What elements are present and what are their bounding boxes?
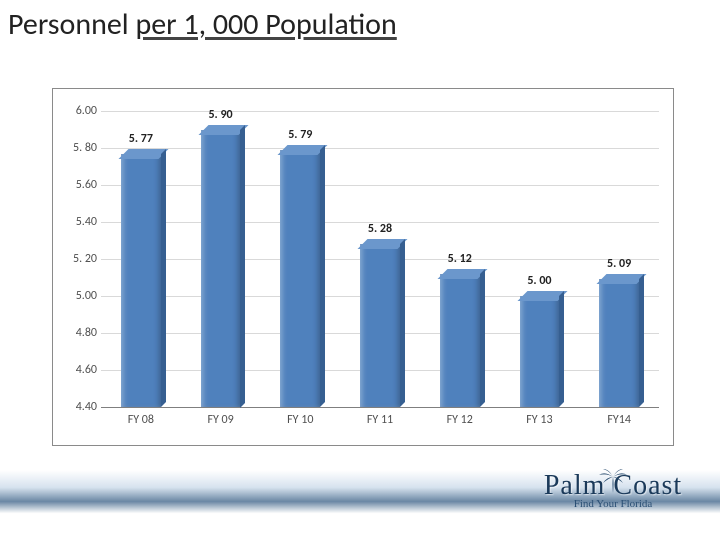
- palm-tree-icon: [599, 469, 627, 498]
- data-label: 5. 09: [589, 257, 649, 271]
- bar: [360, 244, 400, 407]
- bar-front: [280, 150, 320, 407]
- bar-front: [520, 296, 560, 407]
- y-axis-label: 5.40: [59, 215, 97, 229]
- title-underlined: per 1, 000 Population: [135, 6, 396, 43]
- bar-side: [559, 291, 564, 407]
- y-axis-label: 5.00: [59, 289, 97, 303]
- bar: [520, 296, 560, 407]
- bar-side: [320, 145, 325, 407]
- bar-front: [121, 154, 161, 407]
- title-plain: Personnel: [8, 6, 135, 43]
- bar-front: [360, 244, 400, 407]
- bar-front: [201, 130, 241, 408]
- bar-front: [440, 274, 480, 407]
- bar-side: [639, 274, 644, 407]
- data-label: 5. 77: [111, 132, 171, 146]
- page-title: Personnel per 1, 000 Population: [8, 6, 397, 43]
- x-axis-label: FY 11: [345, 413, 415, 427]
- x-axis-label: FY 13: [504, 413, 574, 427]
- bar-front: [599, 279, 639, 407]
- bar-side: [240, 125, 245, 408]
- y-axis-label: 4.60: [59, 363, 97, 377]
- gridline: [101, 148, 659, 149]
- bar: [201, 130, 241, 408]
- y-axis-label: 5. 20: [59, 252, 97, 266]
- data-label: 5. 28: [350, 222, 410, 236]
- bar-side: [480, 269, 485, 407]
- bar: [440, 274, 480, 407]
- data-label: 5. 79: [270, 128, 330, 142]
- x-axis-label: FY 12: [425, 413, 495, 427]
- bar: [280, 150, 320, 407]
- data-label: 5. 12: [430, 252, 490, 266]
- y-axis-label: 5. 80: [59, 141, 97, 155]
- bar: [599, 279, 639, 407]
- bar-side: [161, 149, 166, 407]
- slide: Personnel per 1, 000 Population 4.40 4.60…: [0, 0, 720, 540]
- chart-frame: 4.40 4.60 4.80 5.00 5. 20 5.40 5.60 5. 80 6.00 5.…: [52, 88, 674, 446]
- y-axis-label: 6.00: [59, 104, 97, 118]
- data-label: 5. 90: [191, 108, 251, 122]
- x-axis-label: FY14: [584, 413, 654, 427]
- logo: Palm Coast Find Your Florida: [528, 472, 698, 534]
- data-label: 5. 00: [509, 274, 569, 288]
- y-axis-label: 4.40: [59, 400, 97, 414]
- chart-plot: [101, 111, 659, 408]
- bar-side: [400, 239, 405, 407]
- bar: [121, 154, 161, 407]
- x-axis-label: FY 10: [265, 413, 335, 427]
- y-axis-label: 4.80: [59, 326, 97, 340]
- footer-gradient: Palm Coast Find Your Florida: [0, 470, 720, 540]
- x-axis-label: FY 09: [186, 413, 256, 427]
- gridline: [101, 111, 659, 112]
- y-axis-label: 5.60: [59, 178, 97, 192]
- gridline: [101, 185, 659, 186]
- x-axis-label: FY 08: [106, 413, 176, 427]
